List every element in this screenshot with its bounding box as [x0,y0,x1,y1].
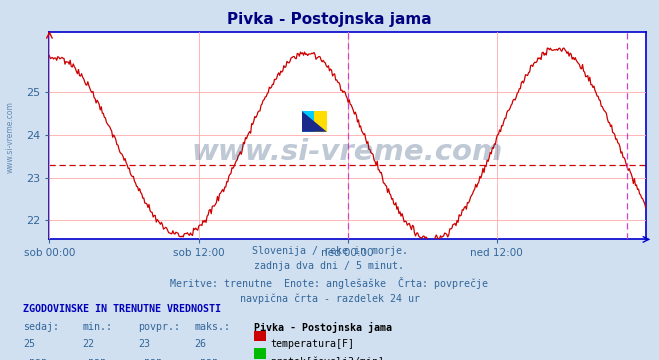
Text: pretok[čevelj3/min]: pretok[čevelj3/min] [270,357,384,360]
Text: 26: 26 [194,339,206,350]
Text: Pivka - Postojnska jama: Pivka - Postojnska jama [254,322,391,333]
Text: www.si-vreme.com: www.si-vreme.com [5,101,14,173]
Text: min.:: min.: [82,322,113,332]
Text: Meritve: trenutne  Enote: anglešaške  Črta: povprečje: Meritve: trenutne Enote: anglešaške Črta… [171,277,488,289]
Polygon shape [302,111,327,132]
Text: -nan: -nan [194,357,218,360]
Text: navpična črta - razdelek 24 ur: navpična črta - razdelek 24 ur [239,293,420,303]
Text: zadnja dva dni / 5 minut.: zadnja dva dni / 5 minut. [254,261,405,271]
Text: povpr.:: povpr.: [138,322,181,332]
Text: 25: 25 [23,339,35,350]
Text: -nan: -nan [138,357,162,360]
Text: 22: 22 [82,339,94,350]
Text: Slovenija / reke in morje.: Slovenija / reke in morje. [252,246,407,256]
Polygon shape [302,111,314,132]
Text: temperatura[F]: temperatura[F] [270,339,354,350]
Text: -nan: -nan [23,357,47,360]
Text: maks.:: maks.: [194,322,231,332]
Text: sedaj:: sedaj: [23,322,59,332]
Polygon shape [314,111,327,132]
Text: 23: 23 [138,339,150,350]
Text: -nan: -nan [82,357,106,360]
Text: Pivka - Postojnska jama: Pivka - Postojnska jama [227,12,432,27]
Text: www.si-vreme.com: www.si-vreme.com [192,139,503,166]
Text: ZGODOVINSKE IN TRENUTNE VREDNOSTI: ZGODOVINSKE IN TRENUTNE VREDNOSTI [23,304,221,314]
